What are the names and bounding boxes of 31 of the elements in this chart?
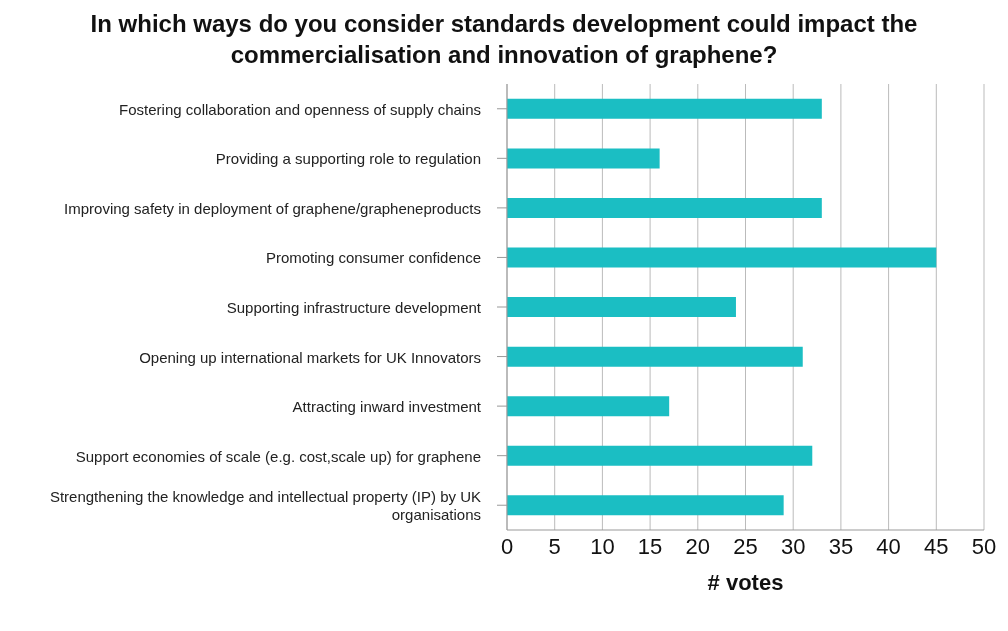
bar — [507, 148, 660, 169]
x-tick-label: 40 — [876, 533, 901, 559]
bar — [507, 346, 803, 367]
x-tick-label: 35 — [828, 533, 854, 559]
x-tick-label: 20 — [685, 533, 711, 559]
y-tick-label: Promoting consumer confidence — [265, 248, 481, 266]
x-tick-label: 10 — [590, 533, 615, 559]
chart-title: In which ways do you consider standards development could impact the commercialisation and innovation of graphene? — [89, 9, 919, 70]
x-tick-label: 50 — [971, 533, 997, 559]
bar — [507, 396, 670, 417]
y-tick-label: Providing a supporting role to regulation — [215, 149, 481, 167]
y-tick-label: Strengthening the knowledge and intellectual property (IP) by UK organisations — [49, 487, 481, 523]
bar — [507, 445, 813, 466]
x-tick-label: 25 — [733, 533, 758, 559]
y-tick-label: Opening up international markets for UK Innovators — [139, 348, 481, 366]
x-tick-label: 0 — [500, 533, 514, 559]
bar — [507, 247, 937, 268]
bar — [507, 98, 822, 119]
bar — [507, 197, 822, 218]
x-tick-label: 15 — [637, 533, 663, 559]
y-tick-label: Attracting inward investment — [292, 397, 482, 415]
x-axis-title: # votes — [706, 570, 785, 596]
y-tick-label: Support economies of scale (e.g. cost,scale up) for graphene — [75, 447, 481, 465]
x-tick-label: 30 — [780, 533, 806, 559]
x-tick-label: 5 — [548, 533, 561, 559]
y-tick-label: Supporting infrastructure development — [226, 298, 482, 316]
y-tick-label: Fostering collaboration and openness of supply chains — [119, 100, 481, 118]
y-tick-label: Improving safety in deployment of graphene/grapheneproducts — [64, 199, 481, 217]
bar — [507, 495, 784, 516]
bar — [507, 297, 736, 318]
x-tick-label: 45 — [924, 533, 949, 559]
